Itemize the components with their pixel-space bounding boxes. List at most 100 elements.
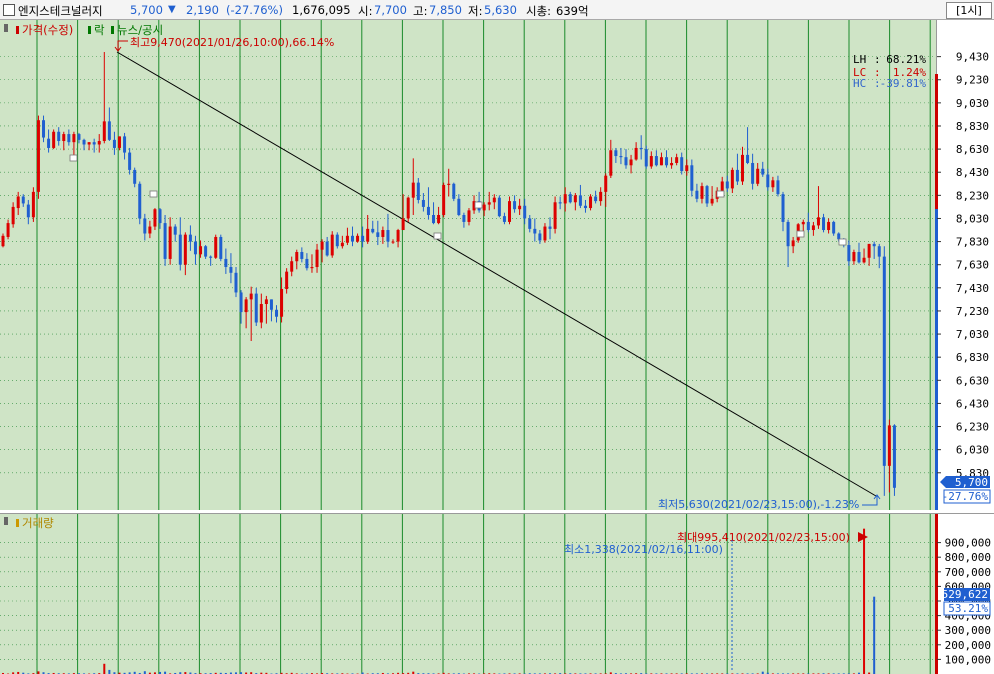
candle-body (275, 309, 279, 317)
news-icon[interactable] (716, 190, 725, 198)
volume-bar (118, 672, 121, 674)
candle-body (406, 197, 410, 219)
candle-body (746, 154, 750, 163)
candle-body (11, 206, 15, 225)
volume-bar (381, 672, 384, 674)
candle-body (219, 236, 223, 259)
indicator-hc-sep: : (874, 77, 881, 90)
candle-body (391, 241, 395, 243)
candle-body (832, 221, 836, 234)
candle-body (492, 197, 496, 203)
candle-body (735, 169, 739, 182)
candle-body (97, 141, 101, 145)
indicator-box: LH : 68.21% LC : 1.24% HC : -39.81% (853, 53, 926, 90)
candle-body (639, 147, 643, 150)
volume-bar (766, 672, 769, 674)
candle-body (259, 304, 263, 323)
price-ticks: 9,430 9,230 9,030 8,830 8,630 8,430 8,230 8,030… (937, 51, 989, 480)
volume-tick-label: 800,000 (945, 551, 991, 564)
candle-body (867, 243, 871, 258)
candle-body (766, 174, 770, 188)
candle-body (214, 236, 218, 258)
candle-body (209, 256, 213, 258)
volume-bar (153, 672, 156, 674)
volume-bar (12, 672, 15, 674)
candle-body (188, 234, 192, 242)
indicator-lh-value: 68.21% (886, 53, 926, 66)
price-tick-label: 9,030 (956, 97, 989, 110)
candle-body (472, 201, 476, 211)
volume-tag-value: 529,622 (942, 588, 988, 601)
open-label: 시: (358, 4, 373, 18)
price-tick-label: 7,830 (956, 236, 989, 249)
candle-body (497, 197, 501, 217)
candle-body (563, 194, 567, 204)
candle-body (771, 180, 775, 188)
candle-body (462, 214, 466, 222)
candle-body (163, 223, 167, 259)
candle-body (52, 131, 56, 148)
news-icon[interactable] (69, 154, 78, 162)
current-price-tag-shape (940, 476, 990, 488)
candle-body (47, 138, 51, 148)
news-icon[interactable] (149, 190, 158, 198)
volume-bar (174, 672, 177, 674)
candle-body (16, 196, 20, 209)
volume-tag-box (944, 588, 990, 601)
current-price-tag-value: 5,700 (955, 476, 988, 489)
candle-body (609, 150, 613, 176)
candle-body (665, 157, 669, 166)
candle-body (361, 235, 365, 242)
price-axis-background (937, 20, 994, 510)
news-icon[interactable] (433, 232, 442, 240)
pane-separator[interactable] (0, 510, 994, 513)
volume-bar (143, 671, 146, 674)
high-label: 최고9,470(2021/01/26,10:00),66.14% (130, 36, 334, 49)
checkbox[interactable] (3, 4, 15, 16)
volume-bar (159, 671, 162, 674)
candle-body (107, 121, 111, 140)
news-icon[interactable] (838, 238, 847, 246)
price-legend: 가격(수정) 락 뉴스/공시 (4, 23, 163, 37)
volume-bar (229, 672, 232, 674)
candle-body (862, 257, 866, 263)
candle-body (816, 217, 820, 226)
price-tick-label: 7,030 (956, 328, 989, 341)
candle-body (452, 183, 456, 199)
low-value: 5,630 (484, 3, 517, 17)
candle-body (457, 198, 461, 215)
volume-bar (219, 672, 222, 674)
volume-bar (37, 671, 40, 674)
legend-marker-price-color (16, 26, 19, 34)
volume-max-label: 최대995,410(2021/02/23,15:00) (677, 531, 850, 544)
price-tick-label: 6,230 (956, 421, 989, 434)
price-tick-label: 9,430 (956, 51, 989, 64)
volume-bar (103, 663, 106, 674)
candle-body (31, 191, 35, 218)
candlesticks (1, 52, 896, 496)
candle-body (421, 199, 425, 207)
volume-legend-label: 거래량 (22, 516, 54, 530)
price-axis-blue-band (935, 209, 938, 510)
stock-chart[interactable]: 가격(수정) 락 뉴스/공시 최고9,470(2021/01/26,10:00)… (0, 20, 994, 674)
news-icon[interactable] (474, 201, 483, 209)
volume-bar (42, 672, 45, 674)
volume-bar (280, 672, 283, 674)
candle-body (290, 261, 294, 272)
candle-body (619, 156, 623, 158)
volume-pct-tag-box (943, 601, 991, 616)
price-tick-label: 6,630 (956, 374, 989, 387)
high-arrow-icon (114, 40, 128, 52)
candle-body (568, 194, 572, 203)
candle-body (877, 246, 881, 257)
candle-body (786, 221, 790, 247)
news-icon[interactable] (796, 230, 805, 238)
candle-body (244, 299, 248, 313)
trend-line (116, 51, 877, 497)
candle-body (730, 169, 734, 189)
candle-body (411, 182, 415, 198)
period-button[interactable]: [1시] (946, 2, 992, 19)
candle-body (513, 201, 517, 210)
candle-body (502, 216, 506, 222)
legend-marker-news (111, 26, 114, 34)
